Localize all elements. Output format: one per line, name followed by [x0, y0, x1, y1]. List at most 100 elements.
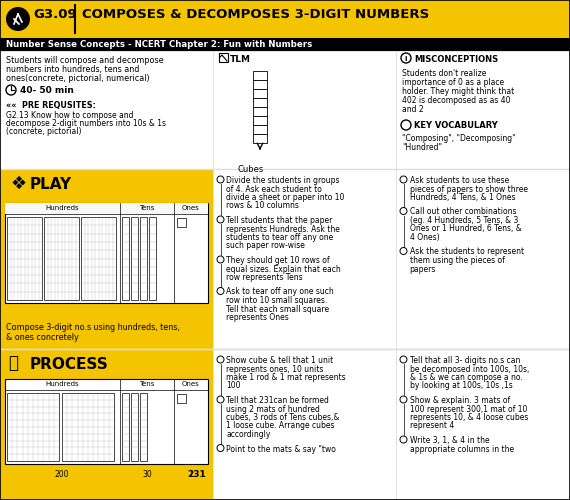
Text: 1: 1: [189, 470, 193, 479]
Text: (eg. 4 Hundreds, 5 Tens, & 3: (eg. 4 Hundreds, 5 Tens, & 3: [409, 216, 518, 225]
Text: Hundreds, 4 Tens, & 1 Ones: Hundreds, 4 Tens, & 1 Ones: [409, 193, 515, 202]
Bar: [0, 51, 570, 169]
Text: Students will compose and decompose: Students will compose and decompose: [6, 56, 164, 65]
Text: represents 10, & 4 loose cubes: represents 10, & 4 loose cubes: [409, 413, 528, 422]
Text: divide a sheet or paper into 10: divide a sheet or paper into 10: [226, 193, 345, 202]
Bar: [140, 393, 147, 461]
Text: Tell that each small square: Tell that each small square: [226, 304, 329, 314]
Text: "Hundred": "Hundred": [402, 143, 442, 152]
Text: MISCONCEPTIONS: MISCONCEPTIONS: [414, 55, 498, 64]
Circle shape: [400, 396, 407, 403]
Text: represents Hundreds. Ask the: represents Hundreds. Ask the: [226, 224, 340, 234]
Text: row represents Tens: row represents Tens: [226, 273, 303, 282]
Bar: [219, 53, 228, 62]
Text: Hundreds: Hundreds: [45, 381, 79, 387]
Text: COMPOSES & DECOMPOSES 3-DIGIT NUMBERS: COMPOSES & DECOMPOSES 3-DIGIT NUMBERS: [82, 8, 429, 21]
Circle shape: [217, 396, 224, 403]
Circle shape: [217, 356, 224, 363]
Circle shape: [6, 7, 30, 31]
Bar: [213, 169, 570, 349]
Text: Students don't realize: Students don't realize: [402, 69, 486, 78]
Text: Compose 3-digit no.s using hundreds, tens,: Compose 3-digit no.s using hundreds, ten…: [6, 323, 180, 332]
Circle shape: [400, 356, 407, 363]
Text: Write 3, 1, & 4 in the: Write 3, 1, & 4 in the: [409, 436, 489, 445]
Bar: [62, 393, 114, 461]
Text: represents ones, 10 units: represents ones, 10 units: [226, 364, 324, 374]
Text: holder. They might think that: holder. They might think that: [402, 87, 514, 96]
Text: decompose 2-digit numbers into 10s & 1s: decompose 2-digit numbers into 10s & 1s: [6, 119, 166, 128]
Text: cubes, 3 rods of Tens cubes,&: cubes, 3 rods of Tens cubes,&: [226, 413, 340, 422]
Text: pieces of papers to show three: pieces of papers to show three: [409, 184, 527, 194]
Text: be decomposed into 100s, 10s,: be decomposed into 100s, 10s,: [409, 364, 529, 374]
Text: G2.13 Know how to compose and: G2.13 Know how to compose and: [6, 111, 133, 120]
Bar: [253, 107, 267, 116]
Text: 402 is decomposed as as 40: 402 is decomposed as as 40: [402, 96, 511, 105]
Circle shape: [217, 288, 224, 294]
Circle shape: [400, 248, 407, 254]
Bar: [253, 80, 267, 89]
Text: Divide the students in groups: Divide the students in groups: [226, 176, 340, 185]
Text: Number Sense Concepts - NCERT Chapter 2: Fun with Numbers: Number Sense Concepts - NCERT Chapter 2:…: [6, 40, 312, 49]
Circle shape: [400, 208, 407, 214]
Text: ❖: ❖: [10, 175, 26, 193]
Text: rows & 10 columns: rows & 10 columns: [226, 202, 299, 210]
Bar: [253, 71, 267, 80]
Text: Ask the students to represent: Ask the students to represent: [409, 248, 524, 256]
Text: row into 10 small squares.: row into 10 small squares.: [226, 296, 328, 305]
Text: 4 Ones): 4 Ones): [409, 233, 439, 242]
Bar: [253, 116, 267, 125]
Text: 1 loose cube. Arrange cubes: 1 loose cube. Arrange cubes: [226, 422, 335, 430]
Text: G3.09: G3.09: [33, 8, 76, 21]
Circle shape: [217, 256, 224, 263]
Text: Tens: Tens: [139, 381, 154, 387]
Bar: [5, 379, 208, 464]
Text: using 2 mats of hundred: using 2 mats of hundred: [226, 404, 320, 413]
Text: 100: 100: [226, 382, 241, 390]
Bar: [122, 393, 129, 461]
Text: by looking at 100s, 10s ,1s: by looking at 100s, 10s ,1s: [409, 382, 512, 390]
Text: papers: papers: [409, 264, 436, 274]
Text: appropriate columns in the: appropriate columns in the: [409, 444, 514, 454]
Text: and 2: and 2: [402, 105, 424, 114]
Bar: [253, 125, 267, 134]
Bar: [5, 203, 208, 214]
Bar: [0, 169, 213, 349]
Text: Show & explain. 3 mats of: Show & explain. 3 mats of: [409, 396, 510, 405]
Bar: [81, 217, 116, 300]
Text: Ask to tear off any one such: Ask to tear off any one such: [226, 288, 334, 296]
Text: equal sizes. Explain that each: equal sizes. Explain that each: [226, 264, 341, 274]
Bar: [140, 217, 147, 300]
Text: Ones: Ones: [182, 381, 200, 387]
Bar: [0, 0, 570, 38]
Text: TLM: TLM: [230, 55, 251, 64]
Text: students to tear off any one: students to tear off any one: [226, 233, 334, 242]
Bar: [5, 203, 208, 303]
Bar: [253, 98, 267, 107]
Text: such paper row-wise: such paper row-wise: [226, 242, 306, 250]
Text: & 1s & we can compose a no.: & 1s & we can compose a no.: [409, 373, 522, 382]
Text: Point to the mats & say "two: Point to the mats & say "two: [226, 444, 336, 454]
Text: Show cube & tell that 1 unit: Show cube & tell that 1 unit: [226, 356, 334, 365]
Text: numbers into hundreds, tens and: numbers into hundreds, tens and: [6, 65, 140, 74]
Circle shape: [217, 444, 224, 452]
Text: Hundreds: Hundreds: [45, 205, 79, 211]
Bar: [149, 217, 156, 300]
Bar: [7, 393, 59, 461]
Text: 30: 30: [142, 470, 152, 479]
Text: Ask students to use these: Ask students to use these: [409, 176, 509, 185]
Bar: [7, 217, 42, 300]
Bar: [44, 217, 79, 300]
Circle shape: [217, 176, 224, 183]
Bar: [131, 393, 138, 461]
Text: PLAY: PLAY: [30, 177, 72, 192]
Text: 200: 200: [55, 470, 69, 479]
Bar: [131, 217, 138, 300]
Bar: [0, 349, 213, 500]
Text: Tell that 231can be formed: Tell that 231can be formed: [226, 396, 329, 405]
Text: ones(concrete, pictorial, numerical): ones(concrete, pictorial, numerical): [6, 74, 149, 83]
Text: represent 4: represent 4: [409, 422, 454, 430]
Text: Tell students that the paper: Tell students that the paper: [226, 216, 333, 225]
Text: KEY VOCABULARY: KEY VOCABULARY: [414, 121, 498, 130]
Text: make 1 rod & 1 mat represents: make 1 rod & 1 mat represents: [226, 373, 346, 382]
Circle shape: [400, 176, 407, 183]
